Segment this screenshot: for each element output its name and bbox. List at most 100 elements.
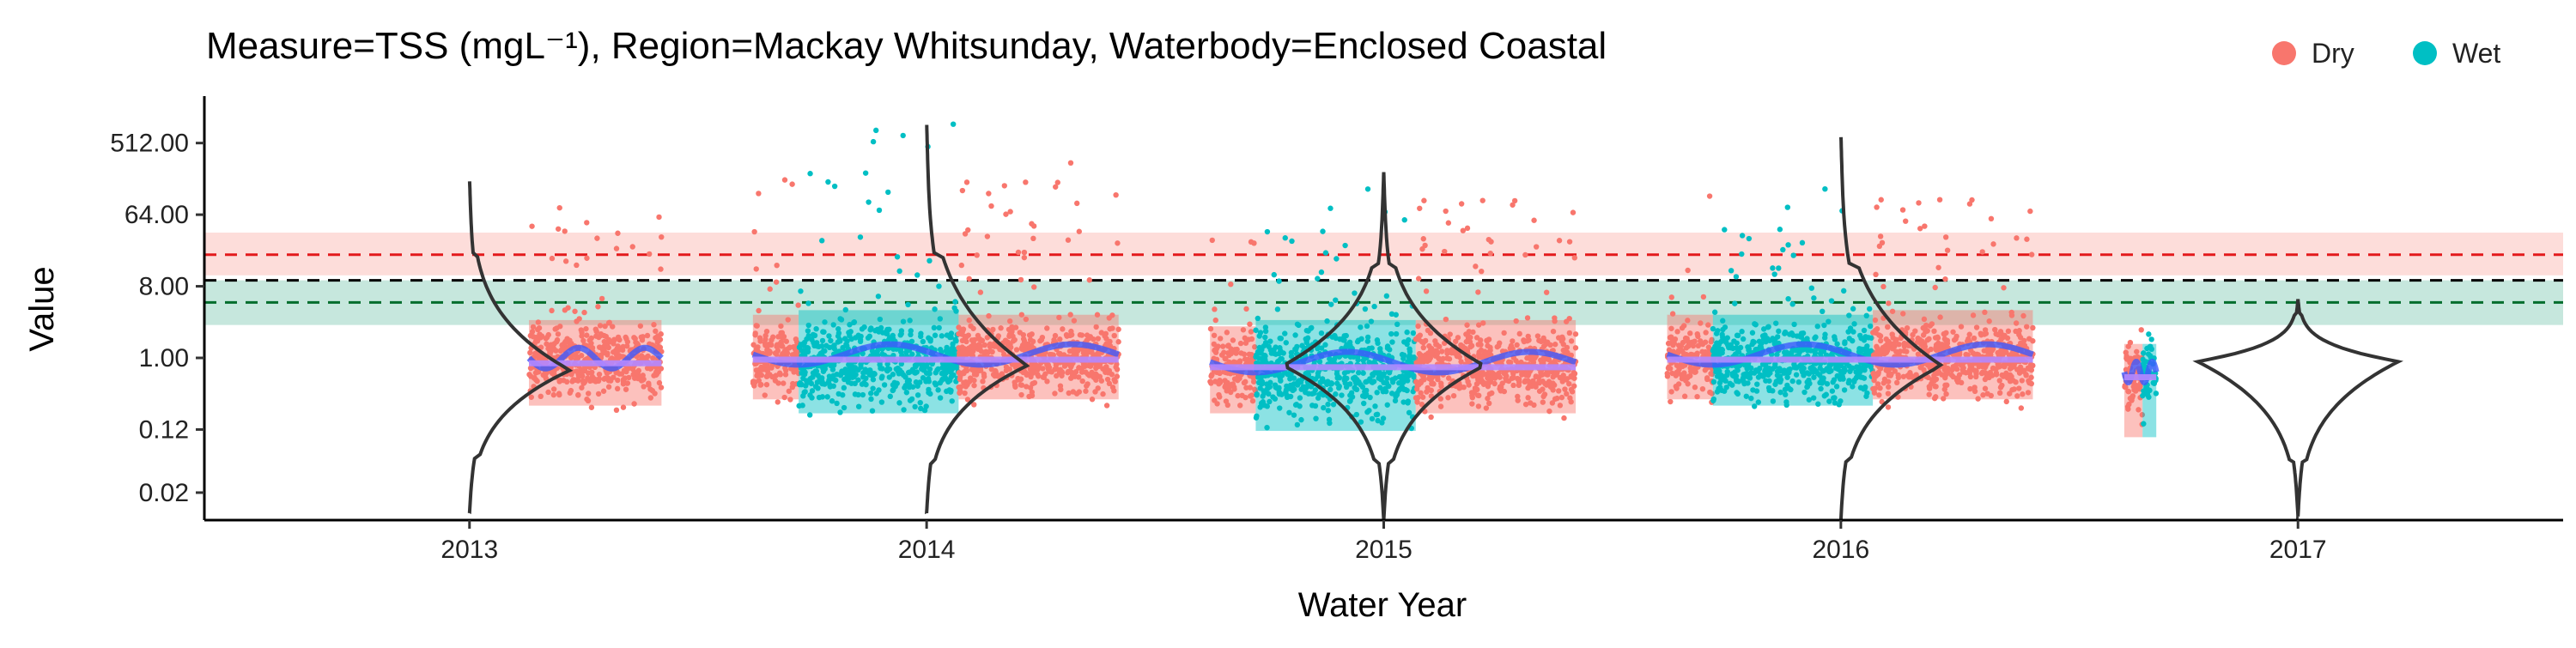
data-point [1770, 265, 1776, 271]
data-point [898, 348, 904, 355]
y-tick-label: 8.00 [139, 273, 189, 301]
data-point [1733, 351, 1739, 358]
data-point [1443, 316, 1449, 323]
data-point [1289, 384, 1296, 391]
data-point [756, 335, 763, 341]
data-point [1522, 372, 1529, 378]
data-point [981, 342, 988, 348]
data-point [762, 362, 769, 368]
data-point [947, 378, 953, 384]
data-point [1668, 294, 1674, 300]
data-point [1054, 179, 1060, 185]
data-point [908, 328, 914, 334]
data-point [1393, 312, 1399, 318]
data-point [2146, 331, 2152, 337]
x-tick-label: 2017 [2269, 536, 2327, 564]
data-point [575, 373, 582, 379]
data-point [575, 392, 581, 398]
data-point [1485, 400, 1492, 407]
data-point [1570, 209, 1577, 215]
data-point [1889, 308, 1896, 314]
data-point [783, 367, 789, 373]
data-point [654, 339, 661, 345]
data-point [861, 324, 867, 330]
data-point [529, 329, 536, 335]
data-point [962, 390, 968, 397]
data-point [1066, 390, 1072, 397]
data-point [800, 393, 806, 399]
data-point [1231, 386, 1237, 392]
data-point [1966, 370, 1973, 376]
data-point [939, 377, 945, 384]
data-point [1249, 397, 1256, 404]
data-point [1757, 343, 1764, 349]
data-point [598, 295, 605, 302]
data-point [1023, 316, 1030, 323]
data-point [1065, 369, 1071, 376]
data-point [1942, 382, 1948, 389]
data-point [871, 371, 878, 377]
data-point [1694, 393, 1700, 400]
data-point [1571, 255, 1578, 261]
data-point [1368, 318, 1375, 324]
data-point [1114, 361, 1120, 367]
data-point [819, 380, 825, 387]
data-point [568, 387, 574, 394]
data-point [1416, 336, 1422, 342]
data-point [774, 262, 780, 269]
data-point [905, 301, 911, 308]
data-point [1243, 385, 1249, 391]
data-point [1550, 328, 1557, 335]
data-point [807, 392, 813, 398]
data-point [1900, 373, 1907, 379]
data-point [574, 369, 580, 375]
data-point [624, 342, 630, 349]
data-point [1861, 327, 1868, 334]
data-point [1291, 375, 1297, 381]
data-point [1057, 336, 1063, 342]
data-point [1699, 385, 1706, 392]
data-point [1916, 200, 1922, 206]
data-point [805, 322, 811, 329]
data-point [1242, 356, 1249, 362]
data-point [1824, 381, 1831, 387]
data-point [1886, 339, 1892, 345]
data-point [810, 374, 816, 380]
data-point [1256, 379, 1262, 386]
data-point [1293, 346, 1299, 353]
data-point [605, 384, 612, 390]
data-point [1790, 332, 1796, 338]
data-point [1035, 371, 1041, 378]
data-point [1566, 239, 1573, 245]
data-point [1429, 348, 1435, 354]
data-point [822, 319, 828, 325]
data-point [1444, 350, 1450, 356]
data-point [1289, 238, 1295, 245]
data-point [1001, 183, 1007, 189]
data-point [1250, 379, 1257, 385]
data-point [1845, 379, 1852, 386]
data-point [831, 345, 837, 352]
data-point [1083, 388, 1089, 394]
data-point [876, 207, 883, 214]
data-point [1392, 397, 1399, 404]
data-point [534, 369, 540, 375]
data-point [1667, 335, 1674, 341]
data-point [952, 299, 958, 305]
data-point [814, 379, 821, 385]
data-point [1473, 381, 1480, 387]
data-point [1804, 336, 1810, 342]
data-point [1829, 388, 1836, 394]
data-point [1431, 381, 1437, 387]
data-point [750, 342, 756, 348]
data-point [796, 403, 802, 409]
data-point [853, 335, 859, 341]
data-point [1552, 318, 1558, 324]
data-point [795, 302, 801, 308]
data-point [2001, 285, 2007, 291]
data-point [549, 307, 555, 314]
data-point [2148, 353, 2154, 359]
data-point [643, 354, 649, 360]
data-point [1868, 323, 1874, 330]
data-point [1383, 293, 1390, 300]
